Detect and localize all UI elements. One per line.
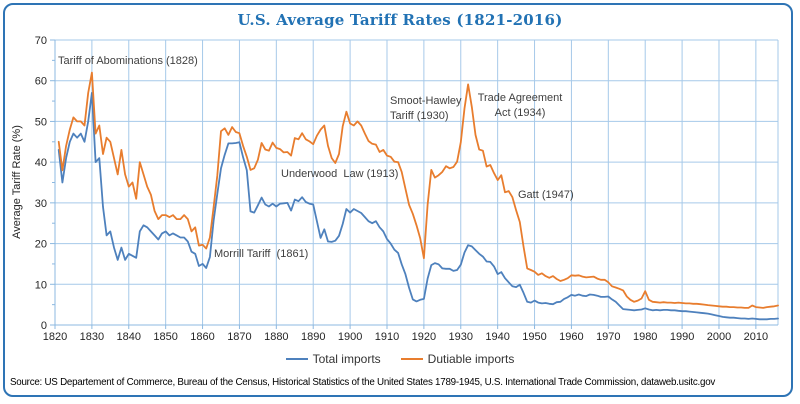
y-axis-tick-labels: 0 10 20 30 40 50 60 70 [35, 35, 47, 332]
source-note: Source: US Departement of Commerce, Bure… [10, 377, 716, 388]
series-line-total-imports [57, 92, 779, 321]
legend-item-dutiable-imports: Dutiable imports [400, 352, 515, 366]
annotation-trade-agreement-act: Trade Agreement Act (1934) [477, 92, 563, 119]
tick-marks [50, 39, 757, 329]
svg-text:10: 10 [35, 279, 47, 291]
svg-text:1890: 1890 [301, 331, 325, 343]
svg-text:1820: 1820 [43, 331, 67, 343]
svg-text:30: 30 [35, 198, 47, 210]
axes [54, 40, 778, 326]
svg-text:2000: 2000 [707, 331, 731, 343]
svg-text:1990: 1990 [670, 331, 694, 343]
annotation-morrill-tariff: Morrill Tariff (1861) [214, 248, 309, 260]
svg-text:1980: 1980 [633, 331, 657, 343]
chart-title: U.S. Average Tariff Rates (1821-2016) [237, 11, 563, 29]
annotation-gatt: Gatt (1947) [518, 189, 574, 201]
svg-text:2010: 2010 [744, 331, 768, 343]
svg-text:1900: 1900 [338, 331, 362, 343]
svg-text:60: 60 [35, 76, 47, 88]
svg-text:20: 20 [35, 239, 47, 251]
svg-text:1840: 1840 [117, 331, 141, 343]
gridlines [55, 39, 779, 325]
svg-text:1910: 1910 [375, 331, 399, 343]
x-axis-tick-labels: 1820 1830 1840 1850 1860 1870 1880 1890 1900 1910… [43, 331, 768, 343]
legend-label-total-imports: Total imports [312, 352, 381, 366]
svg-text:0: 0 [41, 320, 47, 332]
svg-text:1920: 1920 [412, 331, 436, 343]
svg-text:1930: 1930 [449, 331, 473, 343]
svg-text:1860: 1860 [190, 331, 214, 343]
svg-text:40: 40 [35, 157, 47, 169]
svg-text:1940: 1940 [485, 331, 509, 343]
svg-text:1870: 1870 [227, 331, 251, 343]
svg-text:1970: 1970 [596, 331, 620, 343]
svg-text:70: 70 [35, 35, 47, 47]
annotation-smoot-hawley: Smoot-Hawley Tariff (1930) [390, 95, 462, 122]
svg-text:1850: 1850 [153, 331, 177, 343]
annotation-tariff-of-abominations: Tariff of Abominations (1828) [58, 55, 198, 67]
total-imports-line-swatch [285, 357, 308, 361]
legend-label-dutiable-imports: Dutiable imports [427, 352, 515, 366]
dutiable-imports-line-swatch [400, 357, 423, 361]
svg-text:50: 50 [35, 116, 47, 128]
series-line-dutiable-imports [57, 71, 779, 309]
svg-text:1960: 1960 [559, 331, 583, 343]
annotation-underwood-law: Underwood Law (1913) [281, 168, 399, 180]
svg-text:1830: 1830 [80, 331, 104, 343]
svg-text:1950: 1950 [522, 331, 546, 343]
legend-item-total-imports: Total imports [285, 352, 381, 366]
chart-legend: Total imports Dutiable imports [0, 352, 800, 366]
svg-text:1880: 1880 [264, 331, 288, 343]
